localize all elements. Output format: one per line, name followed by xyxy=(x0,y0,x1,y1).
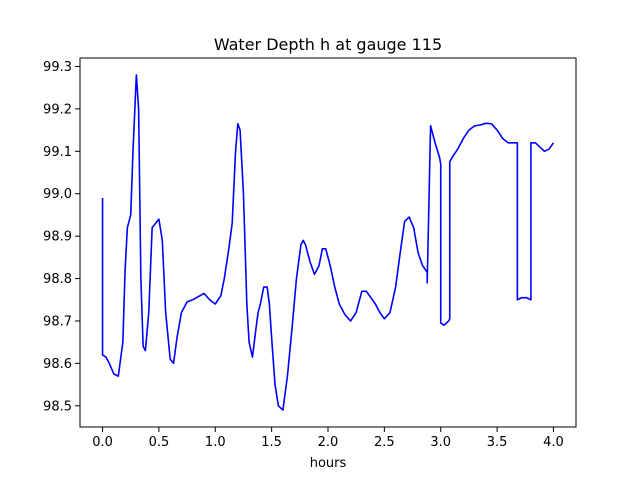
x-tick-label: 4.0 xyxy=(543,435,564,450)
y-tick-label: 98.9 xyxy=(43,230,72,245)
y-tick-label: 99.2 xyxy=(43,102,72,117)
x-tick-label: 2.5 xyxy=(374,435,395,450)
y-tick-label: 98.7 xyxy=(43,314,72,329)
series-line-0 xyxy=(101,74,555,411)
x-tick-label: 1.5 xyxy=(261,435,282,450)
y-tick-label: 99.1 xyxy=(43,145,72,160)
x-tick-label: 3.5 xyxy=(487,435,508,450)
y-axis-ticks: 98.5 98.6 98.7 98.8 98.9 99.0 99.1 99.2 99.3 xyxy=(43,60,80,414)
x-tick-label: 1.0 xyxy=(205,435,226,450)
x-tick-label: 3.0 xyxy=(430,435,451,450)
x-tick-label: 0.5 xyxy=(149,435,170,450)
x-tick-label: 0.0 xyxy=(92,435,113,450)
x-axis-ticks: 0.0 0.5 1.0 1.5 2.0 2.5 3.0 3.5 4.0 xyxy=(92,427,564,450)
y-tick-label: 99.3 xyxy=(43,60,72,75)
x-axis-label: hours xyxy=(310,456,347,471)
y-tick-label: 98.8 xyxy=(43,272,72,287)
y-tick-label: 98.5 xyxy=(43,399,72,414)
x-tick-label: 2.0 xyxy=(318,435,339,450)
y-tick-label: 99.0 xyxy=(43,187,72,202)
chart-title: Water Depth h at gauge 115 xyxy=(214,35,442,54)
y-tick-label: 98.6 xyxy=(43,357,72,372)
